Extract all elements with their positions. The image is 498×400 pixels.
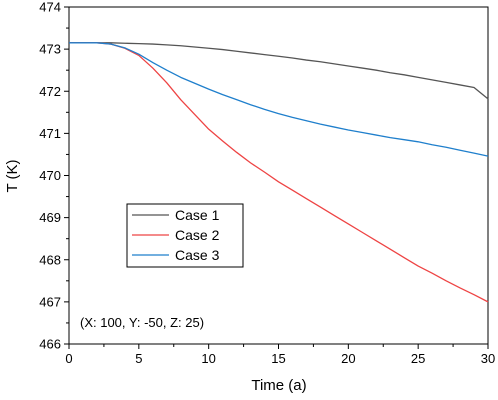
y-tick-label: 473: [39, 42, 61, 57]
y-tick-label: 469: [39, 210, 61, 225]
y-axis-title: T (K): [4, 159, 21, 192]
series-line-2: [69, 42, 489, 303]
y-tick-label: 467: [39, 294, 61, 309]
series-line-1: [69, 42, 489, 100]
legend-label-1: Case 1: [175, 207, 220, 223]
y-tick-label: 471: [39, 126, 61, 141]
y-tick-label: 466: [39, 337, 61, 352]
legend-label-2: Case 2: [175, 227, 220, 243]
plot-area: [68, 6, 489, 345]
y-tick-label: 470: [39, 168, 61, 183]
x-tick-label: 15: [271, 351, 285, 366]
x-tick-label: 5: [135, 351, 142, 366]
x-tick-label: 10: [201, 351, 215, 366]
y-tick-label: 472: [39, 84, 61, 99]
x-tick-label: 20: [341, 351, 355, 366]
y-tick-label: 474: [39, 0, 61, 15]
x-axis-ticks: 0 5 10 15 20 25 30: [65, 344, 495, 366]
plot-frame: [68, 6, 489, 345]
x-tick-label: 30: [481, 351, 495, 366]
y-axis-ticks: 466 467 468 469 470 471 472 473 474: [39, 0, 69, 352]
series-lines: [69, 42, 489, 303]
legend: Case 1 Case 2 Case 3: [126, 203, 244, 268]
x-axis-title: Time (a): [251, 377, 306, 394]
series-line-3: [69, 42, 489, 157]
x-tick-label: 0: [65, 351, 72, 366]
legend-label-3: Case 3: [175, 247, 220, 263]
x-tick-label: 25: [411, 351, 425, 366]
annotation-coordinates: (X: 100, Y: -50, Z: 25): [80, 315, 204, 330]
y-tick-label: 468: [39, 252, 61, 267]
